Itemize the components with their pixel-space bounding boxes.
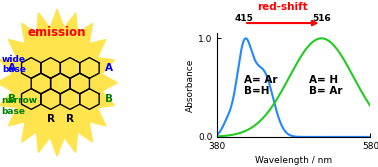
Text: B: B bbox=[105, 94, 113, 104]
Text: red-shift: red-shift bbox=[257, 2, 308, 12]
Text: emission: emission bbox=[28, 26, 86, 39]
Text: A= H
B= Ar: A= H B= Ar bbox=[309, 75, 343, 97]
Y-axis label: Absorbance: Absorbance bbox=[186, 58, 195, 112]
Text: A= Ar
B=H: A= Ar B=H bbox=[244, 75, 277, 97]
Text: 415: 415 bbox=[235, 14, 254, 23]
Text: B: B bbox=[8, 94, 16, 104]
Text: A: A bbox=[8, 63, 16, 73]
Text: wide
base: wide base bbox=[2, 55, 26, 74]
Text: 516: 516 bbox=[312, 14, 331, 23]
Text: narrow
base: narrow base bbox=[1, 96, 37, 116]
Polygon shape bbox=[0, 9, 117, 156]
Text: R: R bbox=[66, 114, 74, 124]
Text: R: R bbox=[46, 114, 55, 124]
Text: A: A bbox=[105, 63, 113, 73]
X-axis label: Wavelength / nm: Wavelength / nm bbox=[255, 156, 333, 165]
